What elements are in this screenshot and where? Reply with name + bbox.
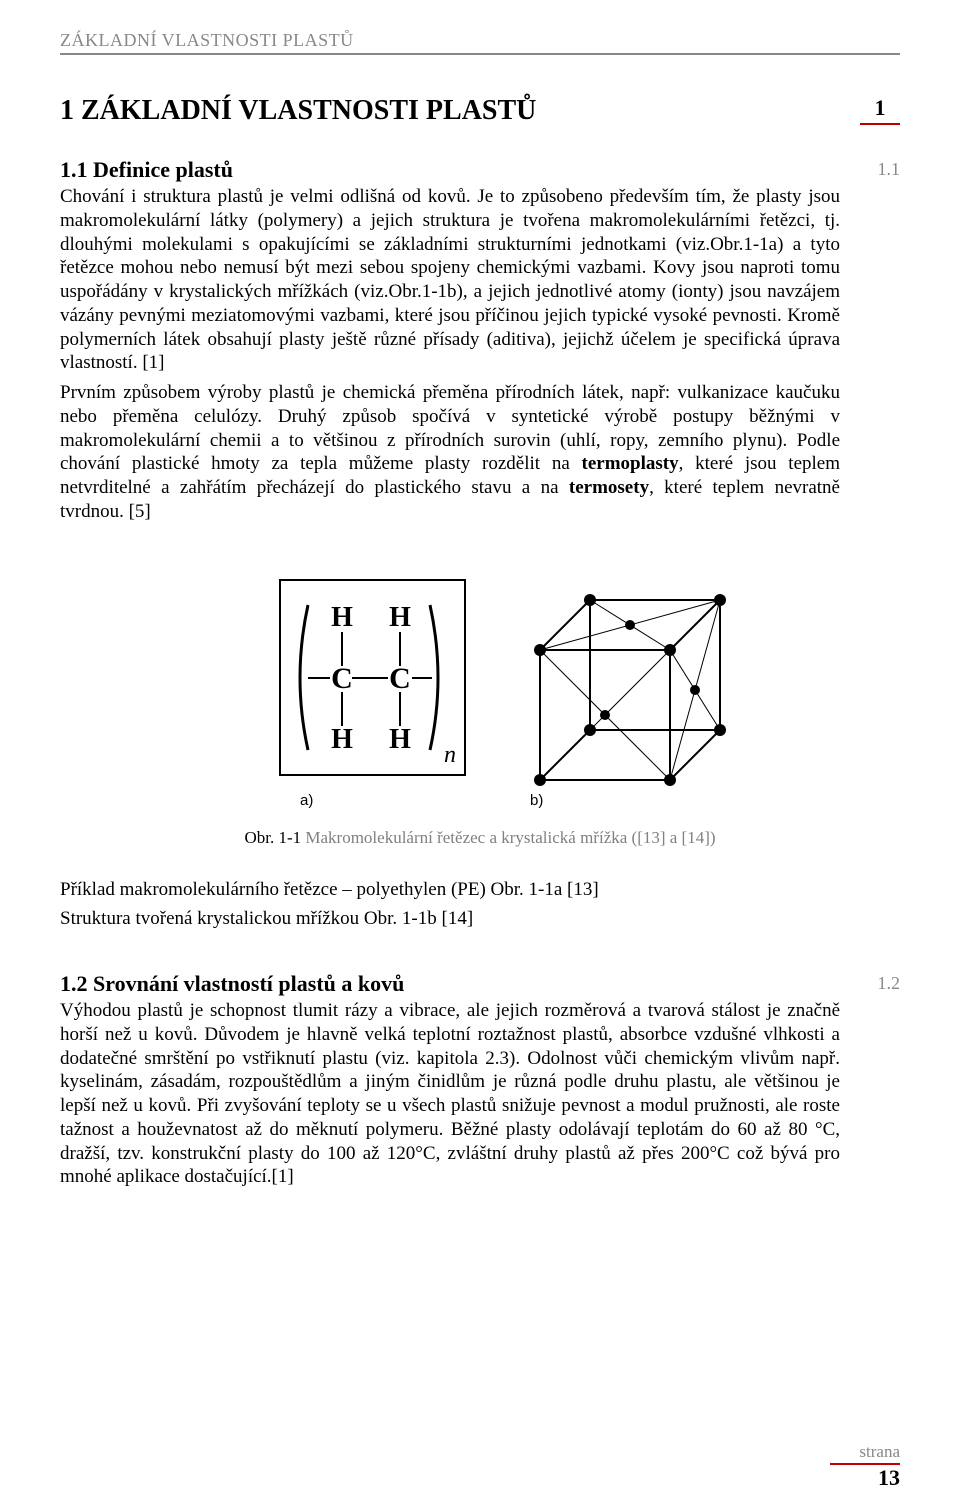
figure-1-1-caption: Obr. 1-1 Makromolekulární řetězec a krys… — [60, 828, 900, 848]
section-1-1-heading: 1.1 Definice plastů — [60, 157, 840, 183]
figure-panel-b: b) — [530, 594, 726, 809]
panel-a-label: a) — [300, 792, 313, 809]
running-head: ZÁKLADNÍ VLASTNOSTI PLASTŮ — [60, 30, 900, 55]
chapter-row: 1 ZÁKLADNÍ VLASTNOSTI PLASTŮ 1 — [60, 95, 900, 127]
figure-1-1-svg: C C H H H H — [220, 570, 740, 815]
figure-panel-a: C C H H H H — [280, 580, 465, 809]
after-figure-line1: Příklad makromolekulárního řetězce – pol… — [60, 878, 900, 902]
panel-b-label: b) — [530, 792, 543, 809]
page: ZÁKLADNÍ VLASTNOSTI PLASTŮ 1 ZÁKLADNÍ VL… — [0, 0, 960, 1511]
section-1-2-heading: 1.2 Srovnání vlastností plastů a kovů — [60, 971, 840, 997]
atom-c-left: C — [331, 662, 353, 695]
term-termoplasty: termoplasty — [582, 453, 679, 474]
subscript-n: n — [444, 742, 456, 768]
section-1-1: 1.1 Definice plastů Chování i struktura … — [60, 157, 900, 530]
page-footer: strana 13 — [830, 1442, 900, 1491]
section-1-2-para: Výhodou plastů je schopnost tlumit rázy … — [60, 999, 840, 1189]
figure-caption-desc: Makromolekulární řetězec a krystalická m… — [305, 828, 715, 847]
after-figure-line2: Struktura tvořená krystalickou mřížkou O… — [60, 907, 900, 931]
term-termosety: termosety — [569, 477, 649, 498]
atom-h-tl: H — [331, 602, 353, 633]
section-1-1-body: 1.1 Definice plastů Chování i struktura … — [60, 157, 860, 530]
section-1-1-sidenum: 1.1 — [860, 157, 900, 180]
figure-1-1: C C H H H H — [60, 570, 900, 848]
chapter-title: 1 ZÁKLADNÍ VLASTNOSTI PLASTŮ — [60, 95, 536, 127]
section-1-2-sidenum: 1.2 — [860, 971, 900, 994]
page-number: 13 — [830, 1465, 900, 1491]
strana-label: strana — [830, 1442, 900, 1465]
section-1-1-para-a: Chování i struktura plastů je velmi odli… — [60, 185, 840, 375]
figure-caption-label: Obr. 1-1 — [244, 828, 305, 847]
atom-h-tr: H — [389, 602, 411, 633]
section-1-1-para-b: Prvním způsobem výroby plastů je chemick… — [60, 381, 840, 524]
atom-h-br: H — [389, 724, 411, 755]
section-1-2: 1.2 Srovnání vlastností plastů a kovů Vý… — [60, 971, 900, 1195]
chapter-number-box: 1 — [860, 95, 900, 125]
section-1-2-body: 1.2 Srovnání vlastností plastů a kovů Vý… — [60, 971, 860, 1195]
atom-h-bl: H — [331, 724, 353, 755]
atom-c-right: C — [389, 662, 411, 695]
